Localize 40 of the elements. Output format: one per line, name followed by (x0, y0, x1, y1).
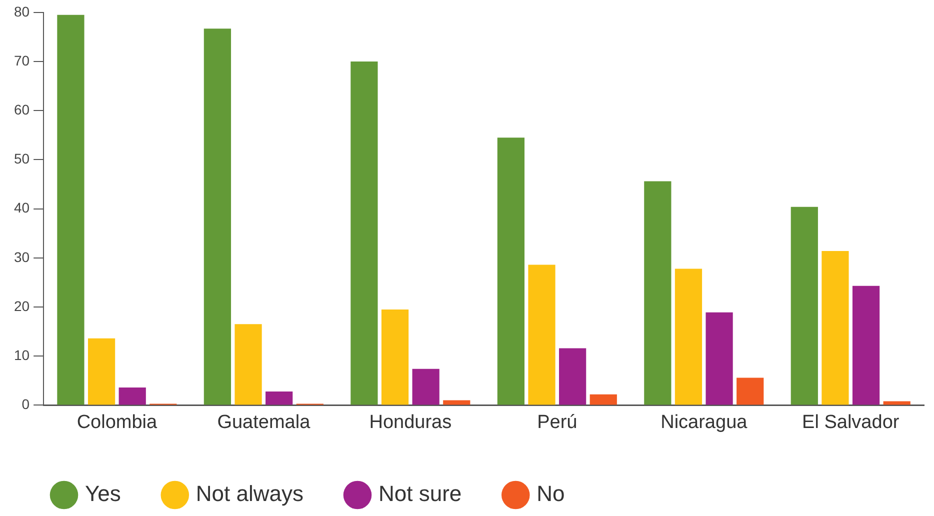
x-tick-label: Colombia (76, 412, 158, 433)
bar (644, 181, 672, 405)
y-tick-label: 20 (14, 298, 30, 314)
y-tick-label: 60 (14, 101, 30, 118)
bar (381, 309, 409, 405)
bar (118, 388, 146, 405)
y-tick-label: 50 (14, 150, 30, 167)
legend-label: Not always (196, 481, 304, 506)
bar (204, 28, 232, 405)
x-tick-label: El Salvador (802, 412, 900, 433)
bar (234, 324, 262, 405)
bar (590, 394, 617, 405)
bar (822, 251, 849, 405)
legend-label: Yes (85, 481, 121, 506)
bar (350, 62, 378, 405)
bar (528, 264, 556, 405)
bar (88, 338, 116, 405)
x-tick-label: Perú (537, 412, 578, 433)
y-tick-label: 80 (14, 3, 30, 20)
y-tick-label: 10 (14, 346, 30, 363)
bar (790, 206, 818, 405)
bar (412, 368, 440, 405)
bar (497, 138, 524, 405)
bar (852, 286, 880, 405)
y-tick-label: 0 (22, 396, 30, 412)
bar (736, 378, 764, 405)
bar (706, 312, 733, 405)
legend-label: No (536, 481, 565, 506)
bar (559, 348, 586, 405)
bar (57, 14, 84, 405)
bar (674, 268, 702, 405)
y-tick-label: 30 (14, 248, 30, 265)
x-tick-label: Nicaragua (660, 412, 748, 433)
y-tick-label: 40 (14, 200, 30, 216)
x-tick-label: Guatemala (217, 412, 311, 433)
legend-label: Not sure (378, 481, 462, 506)
bar (443, 400, 470, 405)
x-tick-label: Honduras (369, 412, 452, 433)
bar (266, 391, 293, 405)
y-tick-label: 70 (14, 52, 30, 68)
